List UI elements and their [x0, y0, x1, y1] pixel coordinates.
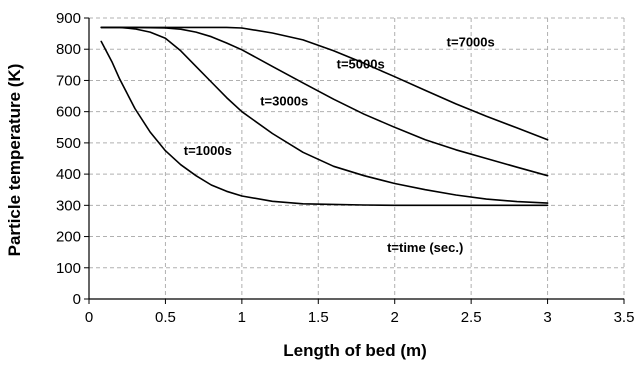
x-tick-label: 3.5 [614, 309, 635, 326]
series-label: t=7000s [447, 35, 495, 50]
series-line-t-5000s [100, 26, 549, 177]
tick-labels: 0 100 200 300 400 500 600 700 800 900 0 0.5 1 1.5 2 2.5… [56, 10, 634, 326]
series-line-t-1000s [100, 40, 549, 207]
y-tick-label: 600 [56, 104, 81, 121]
series-label: t=3000s [260, 93, 308, 108]
series-label: t=5000s [337, 57, 385, 72]
x-tick-label: 3 [543, 309, 551, 326]
x-tick-label: 1.5 [308, 309, 329, 326]
x-tick-label: 0 [85, 309, 93, 326]
x-tick-label: 0.5 [155, 309, 176, 326]
chart-annotation: t=time (sec.) [387, 240, 463, 255]
y-tick-label: 100 [56, 260, 81, 277]
y-tick-label: 500 [56, 135, 81, 152]
y-tick-label: 400 [56, 166, 81, 183]
y-tick-label: 700 [56, 72, 81, 89]
y-tick-label: 900 [56, 10, 81, 27]
y-tick-label: 300 [56, 197, 81, 214]
y-tick-label: 800 [56, 41, 81, 58]
series-label: t=1000s [184, 143, 232, 158]
series-line-t-3000s [100, 26, 549, 204]
y-tick-label: 0 [73, 291, 81, 308]
x-tick-label: 2 [391, 309, 399, 326]
series-line-t-7000s [100, 26, 549, 141]
x-tick-label: 1 [238, 309, 246, 326]
series-labels: t=1000s t=3000s t=5000s t=7000s [184, 35, 495, 158]
x-tick-label: 2.5 [461, 309, 482, 326]
y-tick-label: 200 [56, 229, 81, 246]
x-axis-title: Length of bed (m) [283, 341, 427, 360]
y-axis-title: Particle temperature (K) [5, 64, 24, 257]
axes [84, 17, 625, 304]
series-lines [100, 26, 549, 207]
